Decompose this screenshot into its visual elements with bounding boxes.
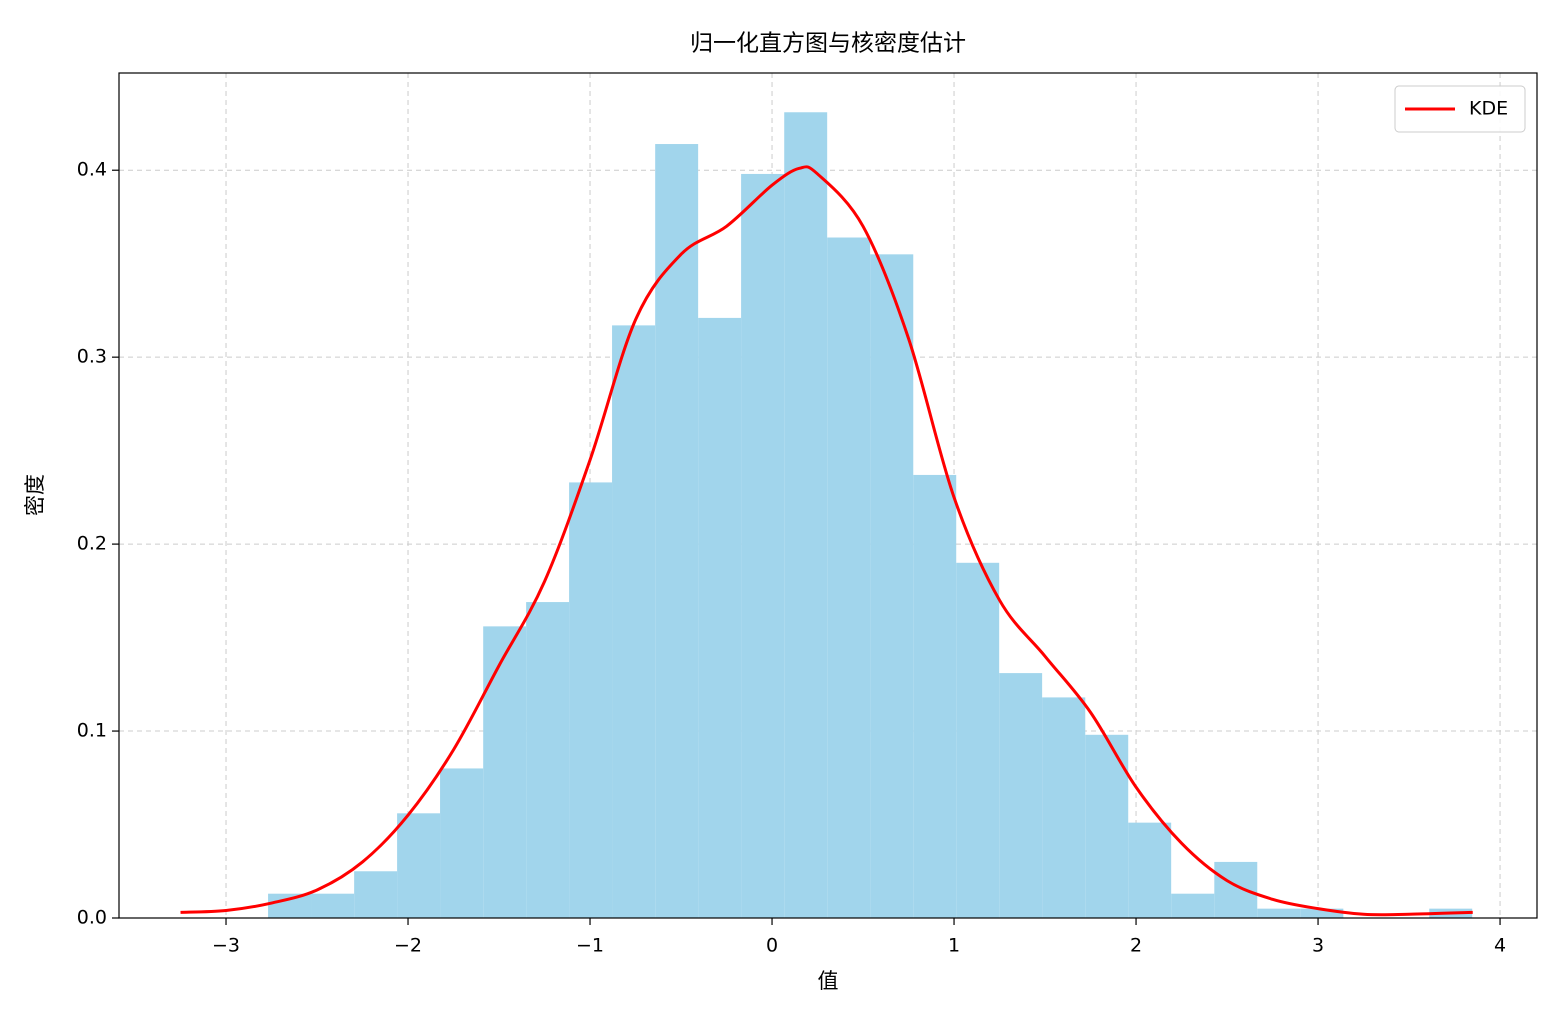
- y-tick-label: 0.3: [77, 346, 107, 368]
- y-tick-label: 0.0: [77, 907, 107, 929]
- kde-line: [180, 165, 1473, 917]
- y-tick-label: 0.1: [77, 720, 107, 742]
- x-axis-label: 值: [818, 969, 839, 993]
- x-tick-label: 2: [1130, 935, 1142, 957]
- x-tick-label: 1: [948, 935, 960, 957]
- bar: [354, 871, 398, 918]
- bar: [784, 112, 828, 918]
- bar: [827, 237, 871, 918]
- x-tick-label: 4: [1494, 935, 1506, 957]
- bar: [483, 626, 527, 918]
- x-tick-label: 0: [766, 935, 778, 957]
- bar: [612, 325, 656, 919]
- bar: [698, 317, 742, 918]
- x-tick-label: 3: [1312, 935, 1324, 957]
- bar: [1128, 822, 1172, 918]
- y-tick-label: 0.4: [77, 159, 107, 181]
- y-tick-label: 0.2: [77, 533, 107, 555]
- plot-frame: [118, 72, 1538, 919]
- bar: [569, 482, 613, 918]
- bar: [440, 768, 484, 918]
- bar: [311, 893, 355, 918]
- bar: [397, 813, 441, 918]
- bar: [956, 562, 1000, 918]
- bar: [1214, 861, 1258, 918]
- legend-box: [1394, 85, 1526, 133]
- legend-label: KDE: [1469, 98, 1508, 120]
- x-tick-label: −3: [212, 935, 240, 957]
- bar: [870, 254, 914, 918]
- bar: [1257, 908, 1301, 918]
- x-tick-label: −2: [394, 935, 422, 957]
- bar: [1300, 908, 1344, 918]
- x-tick-label: −1: [576, 935, 604, 957]
- bar: [1171, 893, 1215, 918]
- bar: [913, 474, 957, 918]
- bar: [741, 173, 785, 919]
- bar: [526, 602, 570, 918]
- chart-title: 归一化直方图与核密度估计: [690, 31, 966, 57]
- bar: [1042, 697, 1086, 918]
- bar: [999, 673, 1043, 918]
- y-axis-label: 密度: [23, 474, 47, 516]
